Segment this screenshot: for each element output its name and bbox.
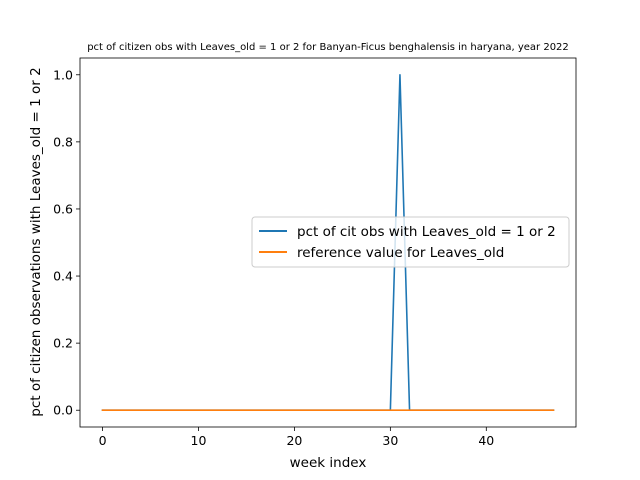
x-tick-label: 10 (191, 433, 207, 448)
legend-label-pct: pct of cit obs with Leaves_old = 1 or 2 (297, 224, 556, 240)
x-tick-label: 40 (478, 433, 494, 448)
legend-box (251, 216, 570, 268)
x-axis: 0 10 20 30 40 (99, 427, 494, 448)
y-tick-label: 1.0 (53, 67, 73, 82)
y-axis-label: pct of citizen observations with Leaves_… (28, 67, 44, 416)
legend-label-reference: reference value for Leaves_old (297, 245, 504, 261)
y-tick-label: 0.0 (53, 403, 73, 418)
chart-title: pct of citizen obs with Leaves_old = 1 o… (87, 42, 569, 53)
x-axis-label: week index (290, 455, 367, 471)
x-tick-label: 0 (99, 433, 107, 448)
y-axis: 0.0 0.2 0.4 0.6 0.8 1.0 (53, 67, 80, 418)
x-tick-label: 30 (382, 433, 398, 448)
series-layer (101, 73, 555, 412)
y-tick-label: 0.6 (53, 201, 73, 216)
y-tick-label: 0.8 (53, 134, 73, 149)
legend: pct of cit obs with Leaves_old = 1 or 2 … (251, 216, 570, 268)
y-tick-label: 0.2 (53, 336, 73, 351)
y-tick-label: 0.4 (53, 269, 73, 284)
x-tick-label: 20 (286, 433, 302, 448)
axes-frame (79, 57, 577, 428)
